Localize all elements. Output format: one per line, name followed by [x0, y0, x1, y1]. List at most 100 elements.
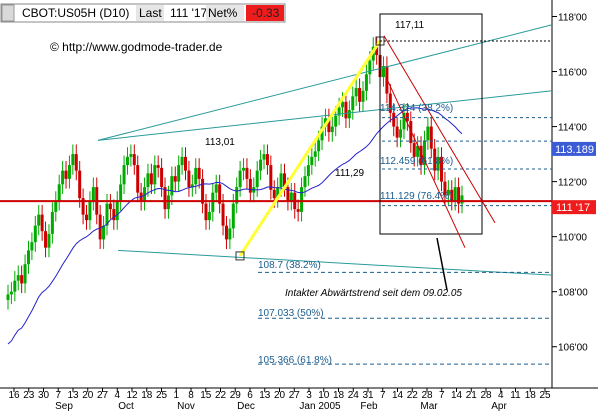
candle-body [457, 187, 461, 204]
candle-body [409, 121, 413, 144]
candle-body [115, 200, 119, 221]
candle-body [334, 115, 338, 127]
fib-label-38: 114.324 (38.2%) [380, 103, 453, 114]
candle-body [221, 203, 225, 226]
candle-body [23, 264, 27, 284]
candle-body [71, 154, 75, 166]
candle-body [204, 203, 208, 221]
candle-body [460, 195, 464, 204]
x-month-label: Apr [491, 401, 507, 411]
x-tick-label: 15 [200, 390, 212, 401]
x-tick-label: 24 [348, 390, 360, 401]
candle-body [30, 242, 34, 251]
x-tick-label: 11 [510, 390, 521, 401]
candle-body [361, 90, 365, 102]
candle-body [160, 167, 164, 188]
x-tick-label: 14 [451, 390, 463, 401]
x-tick-label: 8 [188, 390, 194, 401]
x-month-label: Mar [420, 401, 438, 411]
x-month-label: Feb [360, 401, 378, 411]
comment-pointer [436, 237, 448, 291]
candle-body [303, 176, 307, 188]
current-price-red-badge: 111 '17 [552, 200, 596, 215]
x-tick-label: 22 [407, 390, 419, 401]
x-tick-label: 30 [38, 390, 50, 401]
candle-body [78, 170, 82, 199]
ext-label-50: 107.033 (50%) [258, 308, 324, 319]
y-axis-ticks: 106'00 108'00 110'00 112'00 114'00 116'00 118'… [552, 13, 588, 354]
x-month-label: Jan 2005 [299, 401, 341, 411]
candle-body [122, 165, 126, 185]
candle-body [453, 187, 457, 201]
candle-body [443, 181, 447, 196]
swing-high-annotation: 113,01 [205, 137, 235, 148]
candle-body [289, 192, 293, 201]
y-tick-label: 118'00 [558, 13, 587, 24]
x-month-label: Nov [177, 401, 195, 411]
candle-body [337, 107, 341, 116]
candle-body [91, 187, 95, 201]
x-tick-label: 3 [306, 390, 312, 401]
candle-body [16, 275, 20, 281]
x-tick-label: 28 [421, 390, 433, 401]
candle-body [54, 200, 58, 212]
candle-body [98, 214, 102, 240]
x-tick-label: 7 [439, 390, 445, 401]
trend-comment: Intakter Abwärtstrend seit dem 09.02.05 [285, 288, 462, 299]
candle-body [422, 140, 426, 166]
candle-body [381, 66, 385, 78]
candle-body [446, 189, 450, 196]
x-tick-label: 6 [247, 390, 253, 401]
candle-body [238, 170, 242, 188]
candle-body [300, 187, 304, 212]
candle-body [64, 170, 68, 179]
candle-body [330, 126, 334, 133]
source-url: © http://www.godmode-trader.de [50, 40, 223, 54]
candle-body [235, 187, 239, 204]
candle-body [255, 170, 259, 188]
candle-body [20, 275, 24, 284]
x-month-label: Oct [118, 401, 134, 411]
ext-label-38: 108.7 (38.2%) [258, 260, 321, 271]
candle-body [358, 88, 362, 102]
candle-body [194, 167, 198, 185]
candle-body [231, 203, 235, 229]
candle-body [163, 187, 167, 210]
candle-body [405, 112, 409, 122]
candle-body [211, 192, 215, 212]
ext-label-618: 105.366 (61.8%) [258, 355, 332, 366]
x-tick-label: 28 [480, 390, 492, 401]
header-strip: CBOT:US05H (D10) Last 111 '17 Net% -0.33… [0, 3, 286, 54]
candle-body [286, 187, 290, 201]
candle-body [26, 250, 30, 265]
candle-body [296, 209, 300, 212]
impulse-line [238, 40, 382, 257]
plot-area [0, 13, 553, 365]
fib-label-618: 112.459 (61.8%) [380, 156, 453, 167]
candle-body [351, 96, 355, 111]
candle-body [436, 156, 440, 171]
candle-body [187, 170, 191, 188]
candle-body [320, 126, 324, 141]
candle-body [177, 165, 181, 182]
moving-average-line [7, 107, 463, 345]
x-tick-label: 1 [173, 390, 179, 401]
candle-body [218, 184, 222, 204]
candle-body [344, 101, 348, 119]
candle-body [433, 148, 437, 171]
candle-body [9, 291, 13, 295]
candle-body [44, 231, 48, 248]
x-tick-label: 18 [525, 390, 537, 401]
x-tick-label: 20 [274, 390, 286, 401]
x-tick-label: 13 [259, 390, 271, 401]
y-tick-label: 106'00 [558, 343, 588, 354]
candle-body [306, 165, 310, 177]
candle-body [214, 184, 218, 193]
candle-body [102, 225, 106, 240]
candle-body [317, 140, 321, 152]
candle-body [364, 74, 368, 91]
candle-body [105, 203, 109, 226]
candle-body [129, 154, 133, 157]
current-price-blue-label: 113.189 [555, 144, 594, 156]
